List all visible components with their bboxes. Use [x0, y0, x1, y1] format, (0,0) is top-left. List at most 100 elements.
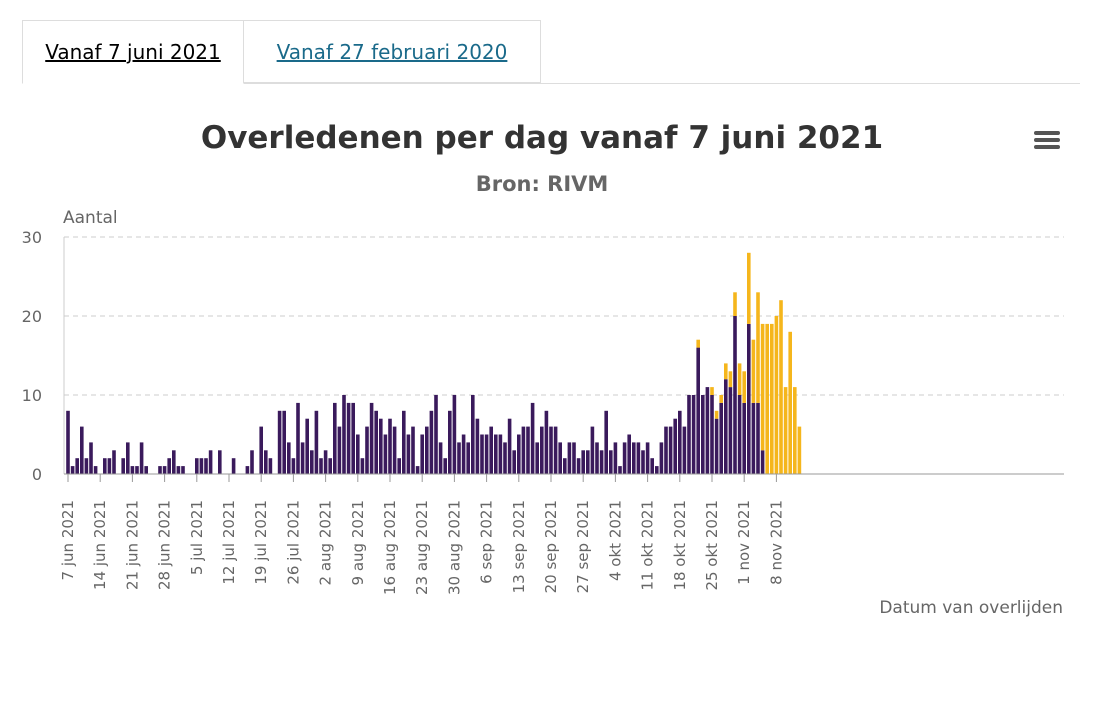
bar-reported: [208, 450, 213, 474]
bar-reported: [162, 466, 167, 474]
bar-reported: [503, 442, 507, 474]
bar-reported: [540, 426, 544, 474]
bar-reported: [760, 450, 765, 474]
bar-reported: [599, 450, 604, 474]
bar-reported: [323, 450, 328, 474]
y-tick-label: 30: [22, 228, 42, 247]
bar-recent: [714, 410, 719, 419]
bar-reported: [264, 450, 268, 474]
bar-reported: [512, 450, 516, 474]
bar-reported: [388, 418, 392, 474]
bar-reported: [167, 458, 171, 474]
bar-reported: [360, 458, 365, 474]
x-tick-label: 12 jul 2021: [220, 500, 238, 585]
bar-reported: [737, 395, 742, 474]
y-tick-label: 10: [22, 386, 42, 405]
bar-reported: [581, 450, 585, 474]
bar-recent: [737, 363, 742, 395]
bar-recent: [765, 323, 769, 474]
bar-reported: [144, 466, 148, 474]
bar-reported: [392, 426, 397, 474]
bar-reported: [724, 379, 728, 474]
hamburger-menu-icon[interactable]: [1030, 128, 1062, 156]
bar-reported: [411, 426, 415, 474]
x-tick-label: 16 aug 2021: [381, 500, 399, 595]
bar-reported: [576, 458, 581, 474]
tab-vanaf-7-juni-2021[interactable]: Vanaf 7 juni 2021: [22, 20, 244, 84]
bar-reported: [291, 458, 296, 474]
bar-recent: [710, 387, 714, 395]
x-tick-label: 11 okt 2021: [639, 500, 657, 591]
bar-reported: [218, 450, 222, 474]
bar-reported: [461, 434, 466, 474]
bar-recent: [719, 395, 723, 403]
bars: [66, 252, 802, 474]
bar-reported: [383, 434, 388, 474]
bar-reported: [549, 426, 553, 474]
bar-recent: [724, 363, 728, 380]
bar-reported: [406, 434, 411, 474]
bar-reported: [484, 434, 489, 474]
bar-reported: [521, 426, 526, 474]
bar-recent: [770, 323, 774, 474]
x-tick-label: 6 sep 2021: [478, 500, 496, 584]
bar-reported: [664, 426, 668, 474]
bar-reported: [751, 402, 756, 474]
bar-reported: [475, 418, 480, 474]
bar-reported: [429, 410, 434, 474]
bar-reported: [714, 418, 719, 474]
bar-reported: [130, 466, 135, 474]
bar-reported: [107, 458, 112, 474]
bar-reported: [250, 450, 254, 474]
bar-reported: [590, 426, 595, 474]
bar-reported: [112, 450, 116, 474]
bar-reported: [66, 410, 70, 474]
bar-reported: [158, 466, 162, 474]
bar-reported: [365, 426, 369, 474]
bar-reported: [346, 402, 351, 474]
bar-reported: [517, 434, 521, 474]
x-tick-label: 30 aug 2021: [445, 500, 463, 595]
bar-reported: [204, 458, 208, 474]
bar-reported: [342, 395, 346, 474]
bar-reported: [609, 450, 613, 474]
bar-reported: [691, 395, 696, 474]
bar-reported: [719, 402, 723, 474]
bar-reported: [586, 450, 590, 474]
x-tick-label: 5 jul 2021: [188, 500, 206, 575]
bar-reported: [438, 442, 443, 474]
bar-recent: [747, 252, 751, 324]
bar-reported: [310, 450, 314, 474]
tab-divider: [22, 83, 1080, 84]
bar-reported: [687, 395, 691, 474]
bar-reported: [756, 402, 760, 474]
bar-reported: [489, 426, 493, 474]
bar-reported: [443, 458, 447, 474]
bar-reported: [641, 450, 645, 474]
bar-recent: [756, 292, 760, 403]
bar-reported: [636, 442, 641, 474]
bar-reported: [604, 410, 608, 474]
bar-reported: [535, 442, 539, 474]
x-tick-label: 4 okt 2021: [606, 500, 624, 581]
x-axis-title: Datum van overlijden: [879, 598, 1063, 618]
x-tick-label: 18 okt 2021: [671, 500, 689, 591]
bar-reported: [319, 458, 323, 474]
bar-reported: [93, 466, 98, 474]
bar-reported: [231, 458, 236, 474]
bar-reported: [668, 426, 673, 474]
bar-reported: [369, 402, 374, 474]
bar-reported: [553, 426, 558, 474]
bar-reported: [448, 410, 452, 474]
bar-reported: [544, 410, 549, 474]
bar-reported: [176, 466, 181, 474]
bar-reported: [526, 426, 530, 474]
bar-reported: [572, 442, 576, 474]
bar-reported: [420, 434, 424, 474]
tab-vanaf-27-februari-2020[interactable]: Vanaf 27 februari 2020: [243, 20, 541, 83]
x-tick-label: 14 jun 2021: [91, 500, 109, 590]
bar-reported: [397, 458, 401, 474]
bar-reported: [659, 442, 664, 474]
bar-recent: [797, 426, 802, 474]
